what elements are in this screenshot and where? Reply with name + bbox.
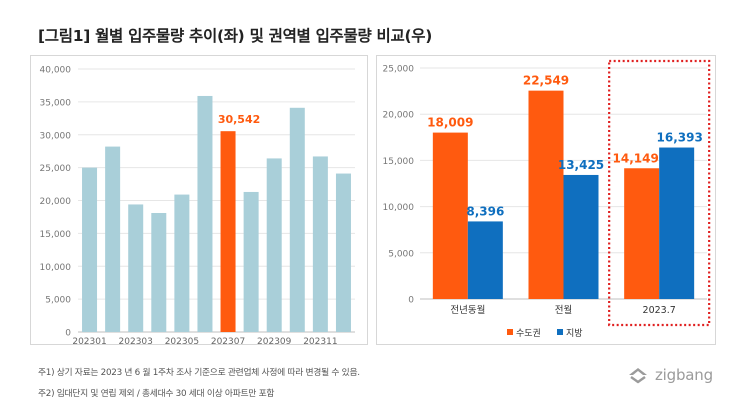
bar: [266, 158, 282, 332]
bar-data-label: 22,549: [523, 74, 569, 88]
bar: [624, 168, 660, 299]
bar: [243, 191, 259, 332]
monthly-bar-chart: 0 5,000 10,000 15,000 20,000 25,000 30,000 35,0…: [40, 66, 355, 347]
x-tick-label: 2023.7: [643, 305, 676, 316]
bar-data-label: 8,396: [466, 204, 504, 218]
bar: [289, 107, 305, 332]
y-tick-label: 5,000: [388, 249, 414, 259]
legend-label: 수도권: [516, 327, 541, 339]
regional-chart-panel: 0 5,000 10,000 15,000 20,000 25,000 18,009 8,39…: [376, 55, 716, 345]
bar: [312, 156, 328, 332]
monthly-chart-panel: 0 5,000 10,000 15,000 20,000 25,000 30,000 35,0…: [30, 55, 368, 347]
y-tick-label: 40,000: [40, 66, 72, 76]
x-tick-label: 전월: [555, 304, 572, 316]
y-tick-label: 10,000: [40, 263, 72, 273]
regional-bar-chart: 0 5,000 10,000 15,000 20,000 25,000 18,009 8,39…: [383, 59, 711, 339]
y-tick-label: 10,000: [383, 203, 415, 213]
y-tick-label: 0: [65, 329, 71, 339]
bar: [432, 132, 468, 299]
x-tick-label: 전년동월: [450, 304, 485, 316]
x-tick-label: 202301: [72, 337, 106, 344]
bar: [335, 173, 351, 332]
bar-data-label: 16,393: [657, 131, 703, 145]
y-tick-label: 15,000: [383, 157, 415, 167]
bar: [151, 212, 167, 332]
y-tick-label: 20,000: [40, 197, 72, 207]
bar: [197, 95, 213, 332]
y-tick-label: 25,000: [40, 164, 72, 174]
footnote-1: 주1) 상기 자료는 2023 년 6 월 1주차 조사 기준으로 관련업체 사…: [38, 368, 360, 378]
x-tick-label: 202309: [257, 337, 292, 344]
y-tick-label: 25,000: [383, 65, 415, 75]
bar: [82, 167, 98, 332]
y-tick-label: 0: [408, 296, 414, 306]
x-tick-label: 202307: [211, 337, 245, 344]
x-tick-label: 202305: [165, 337, 199, 344]
bar: [467, 221, 503, 299]
bar-data-label: 13,425: [558, 158, 604, 172]
highlight-frame: [608, 59, 711, 327]
bar: [528, 90, 564, 299]
legend-swatch: [557, 329, 563, 335]
x-tick-label: 202303: [119, 337, 153, 344]
brand-logo: zigbang: [627, 366, 713, 384]
bar-data-label: 30,542: [218, 113, 260, 126]
bar: [659, 147, 695, 299]
bar: [174, 194, 190, 332]
legend-label: 지방: [566, 328, 583, 339]
y-tick-label: 35,000: [40, 98, 72, 108]
footnote-2: 주2) 임대단지 및 연립 제외 / 총세대수 30 세대 이상 아파트만 포함: [38, 389, 275, 399]
bar: [105, 146, 121, 332]
zigbang-logo-icon: [629, 368, 647, 384]
bar-data-label: 18,009: [427, 116, 473, 130]
y-tick-label: 20,000: [383, 111, 415, 121]
y-tick-label: 30,000: [40, 131, 72, 141]
bar: [128, 204, 144, 332]
legend-swatch: [507, 329, 513, 335]
y-tick-label: 5,000: [45, 296, 71, 306]
bar: [220, 131, 236, 332]
brand-name: zigbang: [655, 366, 713, 384]
chart-title: [그림1] 월별 입주물량 추이(좌) 및 권역별 입주물량 비교(우): [38, 27, 432, 45]
x-tick-label: 202311: [303, 337, 337, 344]
bar: [563, 174, 599, 299]
bar-data-label: 14,149: [613, 151, 659, 165]
y-tick-label: 15,000: [40, 230, 72, 240]
